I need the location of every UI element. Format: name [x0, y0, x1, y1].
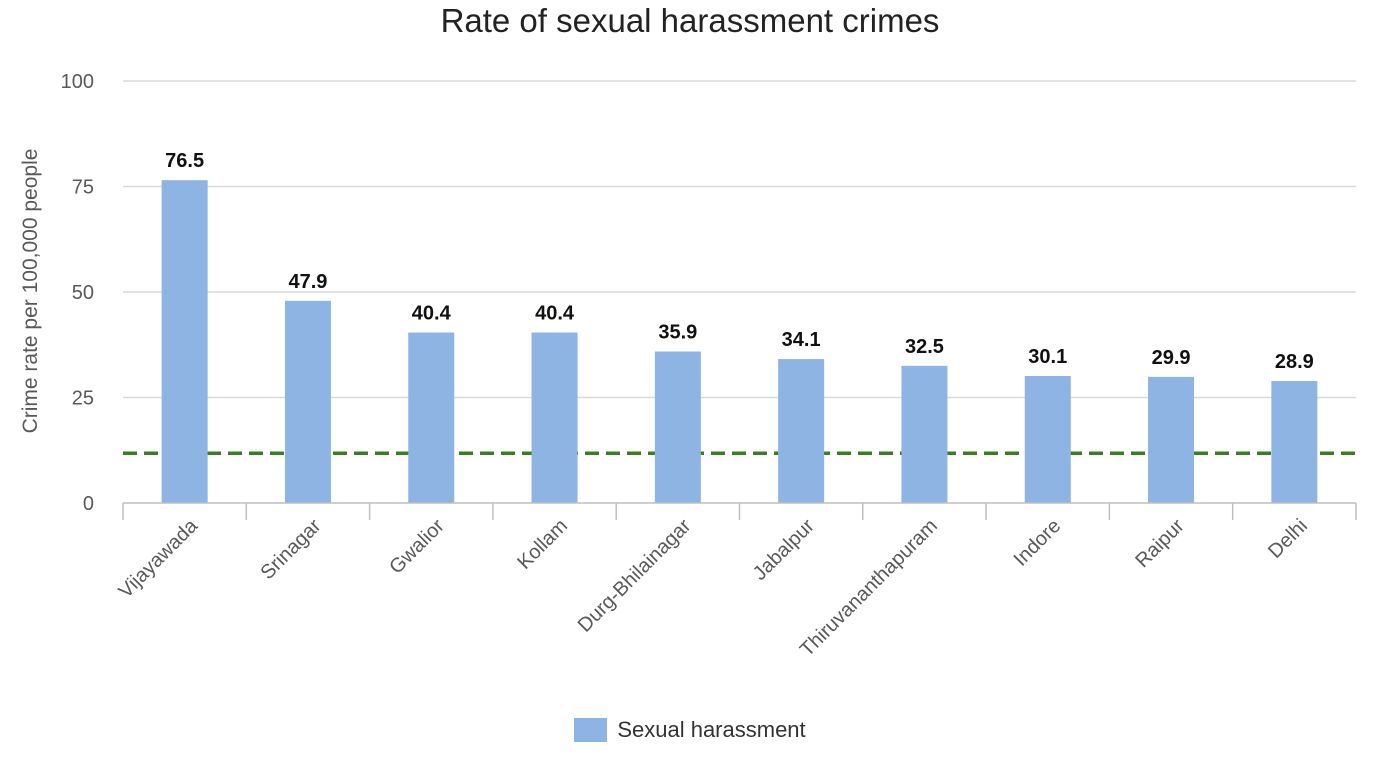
x-tick-label-indore: Indore — [1010, 515, 1066, 571]
x-tick-label-srinagar: Srinagar — [256, 515, 325, 584]
data-label-delhi: 28.9 — [1275, 351, 1314, 373]
data-label-kollam: 40.4 — [535, 303, 575, 325]
x-tick-label-delhi: Delhi — [1264, 515, 1312, 563]
x-tick-label-jabalpur: Jabalpur — [749, 515, 819, 585]
bar-durg-bhilainagar — [654, 351, 701, 503]
data-label-durg-bhilainagar: 35.9 — [658, 322, 697, 344]
x-tick-label-gwalior: Gwalior — [385, 515, 449, 579]
data-label-vijayawada: 76.5 — [165, 150, 204, 172]
data-label-indore: 30.1 — [1028, 346, 1067, 368]
x-tick-label-vijayawada: Vijayawada — [115, 514, 203, 602]
x-axis-ticks: Vijayawada Srinagar Gwalior Kollam Durg-Bhil… — [115, 514, 1312, 661]
bar-srinagar — [284, 300, 331, 503]
bars — [161, 180, 1318, 504]
bar-delhi — [1271, 381, 1318, 503]
x-tick-label-kollam: Kollam — [513, 515, 572, 574]
y-axis-ticks: 0 25 50 75 100 — [61, 71, 94, 515]
data-label-raipur: 29.9 — [1152, 347, 1191, 369]
x-tick-label-raipur: Raipur — [1131, 515, 1188, 572]
x-tick-label-thiruvananthapuram: Thiruvananthapuram — [796, 515, 942, 661]
data-label-gwalior: 40.4 — [412, 303, 452, 325]
bar-kollam — [531, 332, 578, 503]
bar-jabalpur — [778, 359, 825, 503]
y-tick-label-75: 75 — [72, 177, 94, 199]
bar-vijayawada — [161, 180, 208, 504]
data-label-srinagar: 47.9 — [288, 271, 327, 293]
y-tick-label-50: 50 — [72, 282, 94, 304]
data-label-thiruvananthapuram: 32.5 — [905, 336, 944, 358]
legend-label-sexual-harassment: Sexual harassment — [617, 717, 806, 742]
y-tick-label-100: 100 — [61, 71, 94, 93]
x-tick-label-durg-bhilainagar: Durg-Bhilainagar — [574, 515, 696, 637]
bar-raipur — [1148, 376, 1195, 503]
y-tick-label-25: 25 — [72, 388, 94, 410]
bar-gwalior — [408, 332, 455, 503]
x-axis — [122, 502, 1357, 520]
chart-title: Rate of sexual harassment crimes — [440, 2, 940, 39]
bar-indore — [1024, 375, 1071, 503]
bar-thiruvananthapuram — [901, 365, 948, 503]
legend: Sexual harassment — [0, 717, 1380, 743]
data-label-jabalpur: 34.1 — [782, 329, 821, 351]
legend-swatch-sexual-harassment — [574, 718, 608, 742]
y-axis-label: Crime rate per 100,000 people — [19, 149, 42, 434]
data-labels: 76.5 47.9 40.4 40.4 35.9 34.1 32.5 30.1 29.9 28.9 — [165, 150, 1314, 373]
y-tick-label-0: 0 — [83, 493, 94, 515]
